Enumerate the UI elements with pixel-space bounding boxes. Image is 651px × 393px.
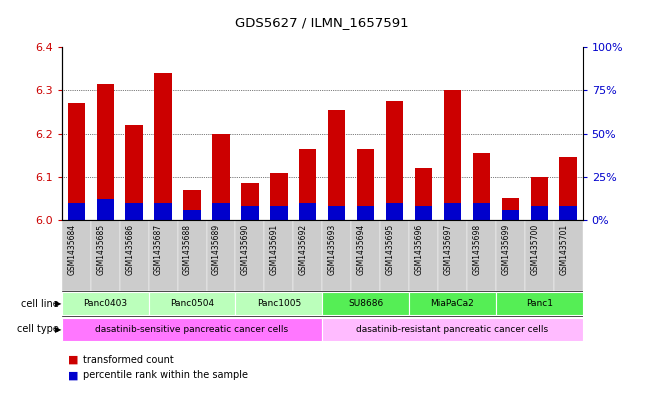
Bar bbox=[386, 101, 403, 220]
Bar bbox=[154, 203, 172, 220]
Text: transformed count: transformed count bbox=[83, 354, 173, 365]
Text: ▶: ▶ bbox=[55, 325, 61, 334]
Bar bbox=[351, 220, 380, 291]
Bar bbox=[531, 206, 548, 220]
FancyBboxPatch shape bbox=[62, 318, 322, 341]
FancyBboxPatch shape bbox=[409, 292, 496, 315]
Bar bbox=[206, 220, 236, 291]
Bar bbox=[502, 198, 519, 220]
Text: GSM1435696: GSM1435696 bbox=[415, 224, 424, 275]
Text: GSM1435687: GSM1435687 bbox=[154, 224, 163, 275]
Bar bbox=[473, 153, 490, 220]
Bar bbox=[559, 206, 577, 220]
FancyBboxPatch shape bbox=[322, 292, 409, 315]
Bar bbox=[322, 220, 351, 291]
Text: GSM1435692: GSM1435692 bbox=[299, 224, 308, 275]
Bar bbox=[502, 210, 519, 220]
Bar bbox=[415, 168, 432, 220]
Text: GSM1435700: GSM1435700 bbox=[531, 224, 539, 275]
Bar bbox=[409, 220, 438, 291]
Bar bbox=[90, 220, 120, 291]
Bar bbox=[96, 84, 114, 220]
Bar bbox=[184, 190, 201, 220]
Text: GSM1435701: GSM1435701 bbox=[559, 224, 568, 275]
Text: GDS5627 / ILMN_1657591: GDS5627 / ILMN_1657591 bbox=[236, 16, 409, 29]
Bar bbox=[236, 220, 264, 291]
Bar bbox=[126, 203, 143, 220]
Bar bbox=[264, 220, 294, 291]
Bar bbox=[496, 220, 525, 291]
Text: GSM1435693: GSM1435693 bbox=[327, 224, 337, 275]
Bar bbox=[328, 110, 346, 220]
Text: percentile rank within the sample: percentile rank within the sample bbox=[83, 370, 247, 380]
Text: SU8686: SU8686 bbox=[348, 299, 383, 308]
Bar bbox=[270, 206, 288, 220]
Bar bbox=[380, 220, 409, 291]
Bar bbox=[438, 220, 467, 291]
Bar bbox=[357, 206, 374, 220]
Bar bbox=[154, 73, 172, 220]
Bar bbox=[328, 206, 346, 220]
Text: ■: ■ bbox=[68, 354, 79, 365]
Bar bbox=[386, 203, 403, 220]
Bar bbox=[126, 125, 143, 220]
Text: MiaPaCa2: MiaPaCa2 bbox=[430, 299, 475, 308]
Bar bbox=[444, 203, 461, 220]
Bar bbox=[68, 203, 85, 220]
Text: cell line: cell line bbox=[21, 299, 59, 309]
Bar bbox=[212, 203, 230, 220]
Text: Panc1: Panc1 bbox=[526, 299, 553, 308]
Text: GSM1435684: GSM1435684 bbox=[67, 224, 76, 275]
Text: ■: ■ bbox=[68, 370, 79, 380]
Bar bbox=[120, 220, 148, 291]
Bar bbox=[68, 103, 85, 220]
Text: GSM1435695: GSM1435695 bbox=[385, 224, 395, 275]
Bar bbox=[96, 199, 114, 220]
Bar bbox=[473, 203, 490, 220]
Text: GSM1435694: GSM1435694 bbox=[357, 224, 366, 275]
Bar bbox=[554, 220, 583, 291]
Bar bbox=[559, 158, 577, 220]
FancyBboxPatch shape bbox=[496, 292, 583, 315]
Text: GSM1435690: GSM1435690 bbox=[241, 224, 250, 275]
Bar bbox=[178, 220, 206, 291]
Text: GSM1435698: GSM1435698 bbox=[473, 224, 481, 275]
Bar bbox=[299, 203, 316, 220]
Bar bbox=[467, 220, 496, 291]
Bar bbox=[212, 134, 230, 220]
Bar bbox=[357, 149, 374, 220]
FancyBboxPatch shape bbox=[322, 318, 583, 341]
Text: dasatinib-sensitive pancreatic cancer cells: dasatinib-sensitive pancreatic cancer ce… bbox=[96, 325, 288, 334]
Text: Panc0403: Panc0403 bbox=[83, 299, 128, 308]
Bar bbox=[184, 210, 201, 220]
Bar bbox=[299, 149, 316, 220]
Bar bbox=[294, 220, 322, 291]
FancyBboxPatch shape bbox=[148, 292, 236, 315]
Text: GSM1435688: GSM1435688 bbox=[183, 224, 192, 275]
Text: Panc0504: Panc0504 bbox=[170, 299, 214, 308]
Bar bbox=[242, 183, 258, 220]
Bar bbox=[444, 90, 461, 220]
Bar bbox=[531, 177, 548, 220]
Bar bbox=[242, 206, 258, 220]
Text: GSM1435697: GSM1435697 bbox=[443, 224, 452, 275]
Bar bbox=[525, 220, 554, 291]
Text: ▶: ▶ bbox=[55, 299, 61, 308]
Bar bbox=[148, 220, 178, 291]
Text: dasatinib-resistant pancreatic cancer cells: dasatinib-resistant pancreatic cancer ce… bbox=[356, 325, 549, 334]
Bar bbox=[62, 220, 90, 291]
Bar bbox=[415, 206, 432, 220]
Text: Panc1005: Panc1005 bbox=[256, 299, 301, 308]
FancyBboxPatch shape bbox=[62, 292, 148, 315]
Text: GSM1435699: GSM1435699 bbox=[501, 224, 510, 275]
Text: GSM1435689: GSM1435689 bbox=[212, 224, 221, 275]
FancyBboxPatch shape bbox=[236, 292, 322, 315]
Text: GSM1435685: GSM1435685 bbox=[96, 224, 105, 275]
Text: cell type: cell type bbox=[17, 324, 59, 334]
Text: GSM1435686: GSM1435686 bbox=[125, 224, 134, 275]
Bar bbox=[270, 173, 288, 220]
Text: GSM1435691: GSM1435691 bbox=[270, 224, 279, 275]
